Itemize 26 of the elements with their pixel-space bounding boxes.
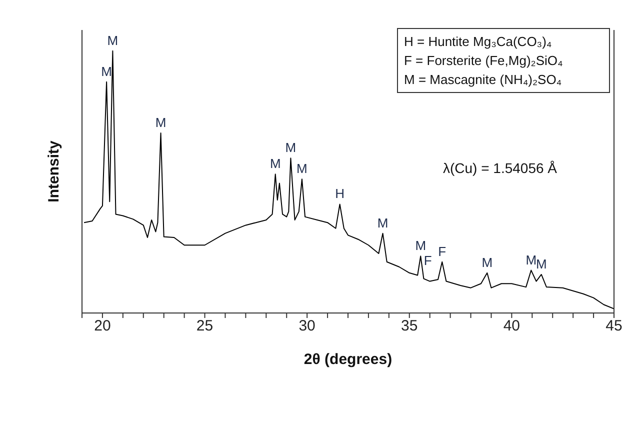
x-tick-label: 30 xyxy=(298,318,316,335)
x-tick-label: 25 xyxy=(196,318,214,335)
text-box: H = Huntite Mg₃Ca(CO₃)₄ F = Forsterite (Fe,Mg)₂SiO₄ M = Mascagnite (NH₄)₂SO₄ xyxy=(397,28,610,93)
annotation: F xyxy=(424,253,432,268)
x-tick-label: 45 xyxy=(606,318,622,335)
x-axis-title: 2θ (degrees) xyxy=(304,351,392,368)
y-axis-title: Intensity xyxy=(45,140,62,202)
annotation: M xyxy=(296,161,308,176)
annotation: λ(Cu) = 1.54056 Å xyxy=(443,160,558,176)
annotation: M xyxy=(155,114,166,130)
annotation: H xyxy=(335,186,345,202)
annotation: M xyxy=(536,256,547,272)
x-tick-label: 40 xyxy=(503,318,520,335)
annotation: M xyxy=(482,254,493,270)
annotation: M xyxy=(270,156,281,172)
annotation: F = Forsterite (Fe,Mg)₂SiO₄ xyxy=(404,52,564,70)
annotation: M xyxy=(285,140,296,156)
annotation: M xyxy=(415,238,426,254)
annotation: M xyxy=(101,64,112,79)
annotation: M = Mascagnite (NH₄)₂SO₄ xyxy=(404,71,563,89)
annotation: F xyxy=(438,244,446,259)
annotation: M xyxy=(377,215,388,230)
annotation: M xyxy=(526,252,537,268)
annotation: M xyxy=(107,32,118,48)
x-tick-label: 20 xyxy=(94,318,111,335)
x-tick-label: 35 xyxy=(401,318,418,335)
